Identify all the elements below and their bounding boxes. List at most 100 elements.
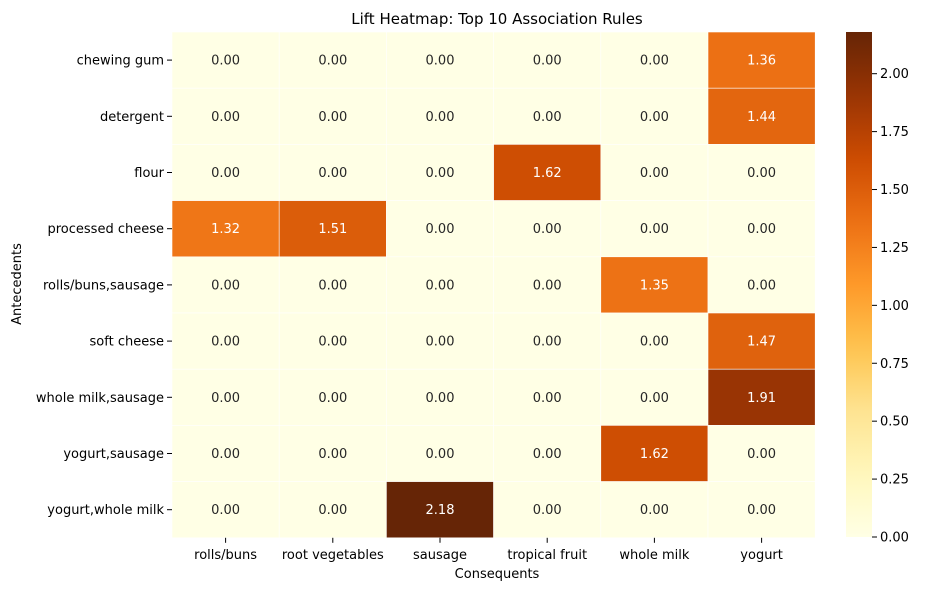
heatmap-cell [278,481,387,539]
heatmap-cell [600,425,709,482]
chart-title: Lift Heatmap: Top 10 Association Rules [351,10,643,28]
x-tick-label: yogurt [740,548,783,563]
y-tick-label: yogurt,sausage [63,447,164,462]
cell-value-label: 0.00 [640,166,669,181]
cell-value-label: 0.00 [318,110,347,125]
cell-value-label: 0.00 [747,447,776,462]
cell-value-label: 1.62 [640,447,669,462]
y-tick-label: chewing gum [77,54,164,69]
cell-value-label: 0.00 [640,503,669,518]
heatmap-cell [600,200,709,258]
colorbar-tick-label: 1.50 [880,183,909,198]
heatmap-cells: 0.00 0.00 0.00 0.00 0.00 1.36 0.00 0.00 0.00 0.00… [171,31,816,539]
cell-value-label: 0.00 [640,110,669,125]
heatmap-cell [707,256,816,314]
heatmap-cell [171,144,280,201]
heatmap-cell [386,144,494,201]
heatmap-cell [493,144,602,201]
y-tick-label: flour [134,166,164,181]
heatmap-cell [171,200,280,258]
cell-value-label: 0.00 [426,391,455,406]
cell-value-label: 0.00 [426,447,455,462]
cell-value-label: 0.00 [533,110,562,125]
y-tick-label: rolls/buns,sausage [43,278,164,293]
colorbar-tick-label: 0.75 [880,357,909,372]
heatmap-cell [278,368,387,426]
y-tick-label: whole milk,sausage [36,391,164,406]
heatmap-cell [386,200,494,258]
cell-value-label: 0.00 [318,447,347,462]
colorbar-tick-label: 1.75 [880,125,909,140]
heatmap-cell [171,425,280,482]
heatmap-cell [707,31,816,89]
cell-value-label: 0.00 [533,335,562,350]
x-tick-label: whole milk [619,548,689,563]
cell-value-label: 1.44 [747,110,776,125]
cell-value-label: 0.00 [211,54,240,69]
x-tick-label: tropical fruit [507,548,587,563]
cell-value-label: 0.00 [211,335,240,350]
colorbar-ticks: 0.00 0.25 0.50 0.75 1.00 1.25 1.50 1.75 2.00 [872,67,909,546]
cell-value-label: 0.00 [211,391,240,406]
cell-value-label: 1.47 [747,335,776,350]
colorbar-tick-label: 1.00 [880,299,909,314]
cell-value-label: 0.00 [533,222,562,237]
heatmap-cell [600,144,709,201]
heatmap-cell [600,256,709,314]
heatmap-cell [707,425,816,482]
cell-value-label: 0.00 [533,54,562,69]
heatmap-cell [386,481,494,539]
heatmap-cell [600,312,709,370]
heatmap-cell [278,87,387,145]
heatmap-cell [707,87,816,145]
x-tick-label: root vegetables [282,548,384,563]
heatmap-cell [386,368,494,426]
heatmap-cell [707,368,816,426]
heatmap-cell [600,31,709,89]
heatmap-cell [278,31,387,89]
cell-value-label: 1.91 [747,391,776,406]
y-axis-label: Antecedents [10,243,25,325]
cell-value-label: 2.18 [426,503,455,518]
cell-value-label: 0.00 [318,391,347,406]
cell-value-label: 0.00 [318,278,347,293]
heatmap-cell [386,256,494,314]
cell-value-label: 0.00 [426,335,455,350]
cell-value-label: 0.00 [211,278,240,293]
heatmap-cell [171,312,280,370]
cell-value-label: 0.00 [747,166,776,181]
cell-value-label: 0.00 [640,54,669,69]
heatmap-cell [707,144,816,201]
cell-value-label: 1.35 [640,278,669,293]
cell-value-label: 0.00 [211,447,240,462]
cell-value-label: 0.00 [533,391,562,406]
heatmap-cell [171,368,280,426]
x-tick-labels: rolls/buns root vegetables sausage tropical… [194,537,783,563]
heatmap-cell [707,200,816,258]
cell-value-label: 0.00 [318,54,347,69]
cell-value-label: 0.00 [533,503,562,518]
colorbar-tick-label: 0.25 [880,473,909,488]
y-tick-labels: chewing gum detergent flour processed chees… [36,54,172,518]
y-tick-label: detergent [100,110,164,125]
cell-value-label: 0.00 [640,335,669,350]
cell-value-label: 1.36 [747,54,776,69]
heatmap-cell [386,425,494,482]
cell-value-label: 0.00 [211,166,240,181]
y-tick-label: soft cheese [90,335,164,350]
colorbar-tick-label: 1.25 [880,241,909,256]
cell-value-label: 0.00 [747,503,776,518]
colorbar [846,32,872,537]
x-tick-label: rolls/buns [194,548,257,563]
cell-value-label: 0.00 [318,503,347,518]
heatmap-cell [171,481,280,539]
cell-value-label: 0.00 [533,278,562,293]
heatmap-cell [171,256,280,314]
cell-value-label: 1.62 [533,166,562,181]
heatmap-cell [171,31,280,89]
x-tick-label: sausage [413,548,467,563]
cell-value-label: 0.00 [640,391,669,406]
heatmap-cell [707,481,816,539]
cell-value-label: 0.00 [426,222,455,237]
